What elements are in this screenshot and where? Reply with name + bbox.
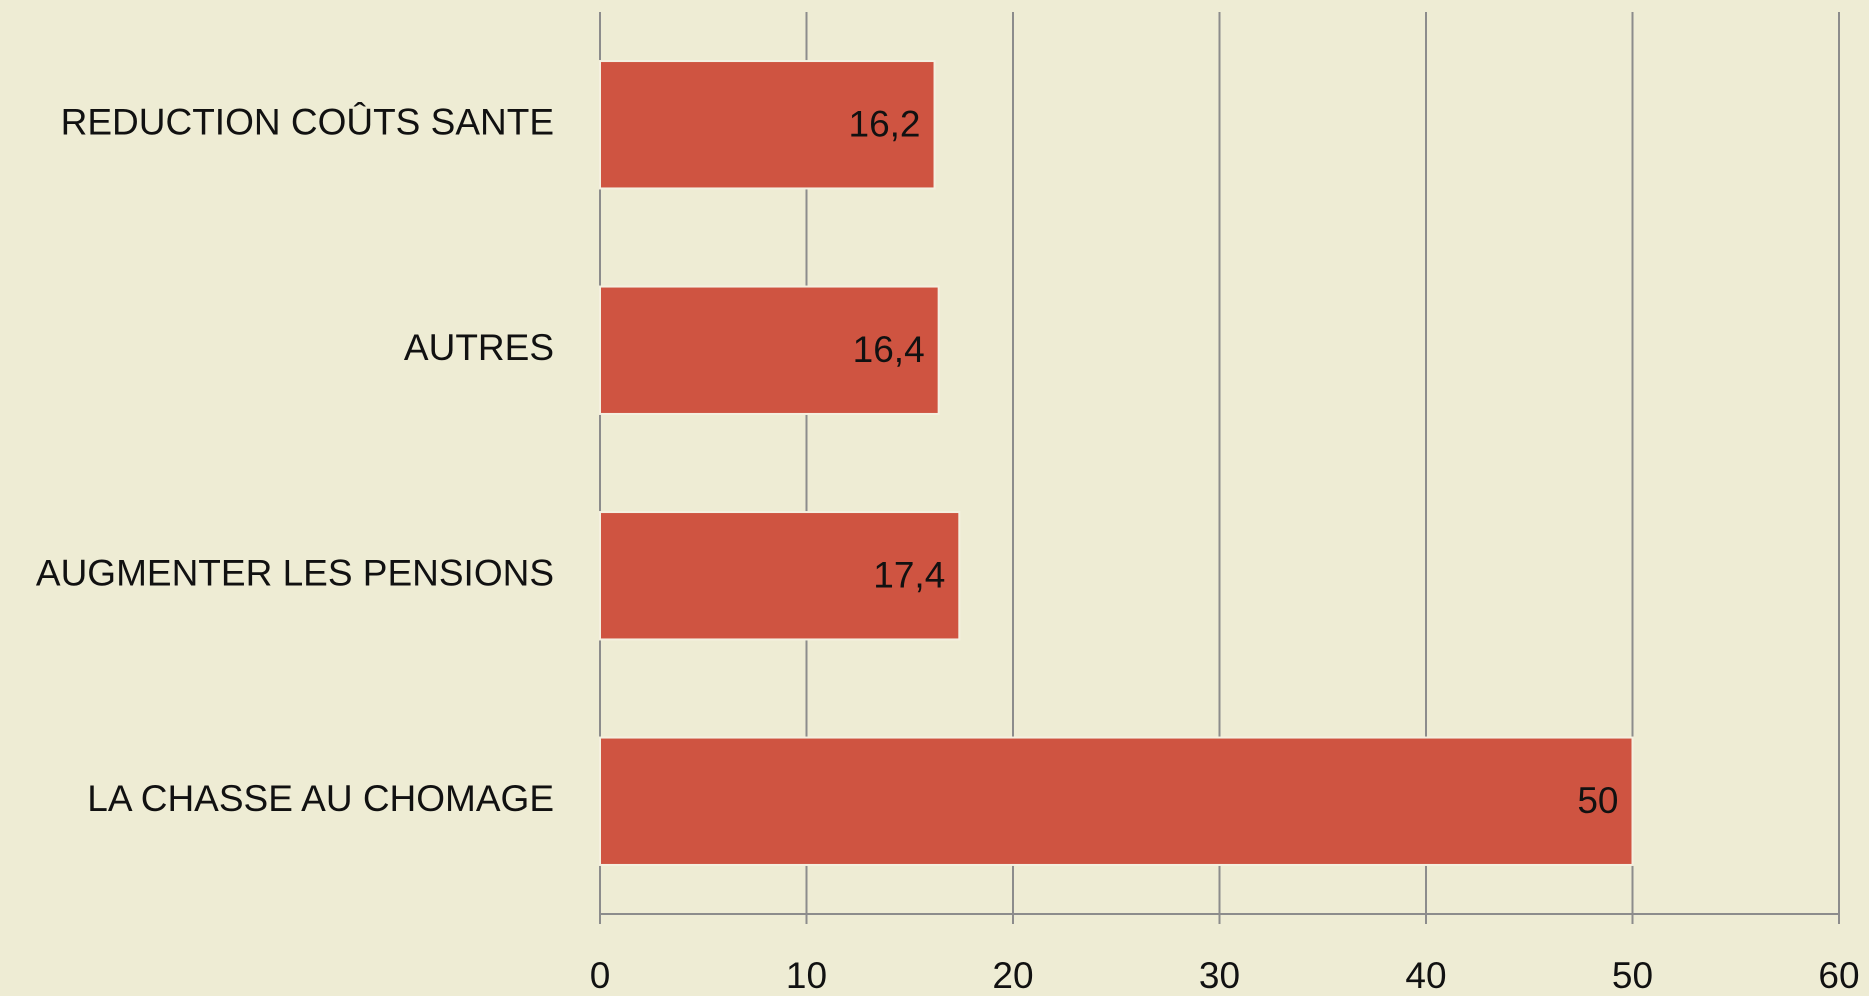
bar — [599, 511, 961, 641]
x-tick-label: 20 — [992, 955, 1033, 996]
value-label: 16,2 — [849, 104, 921, 145]
y-tick-label: AUGMENTER LES PENSIONS — [36, 553, 554, 594]
value-label: 16,4 — [853, 329, 925, 370]
bar — [599, 285, 940, 415]
x-tick-label: 60 — [1818, 955, 1859, 996]
y-tick-label: AUTRES — [404, 327, 554, 368]
y-tick-label: LA CHASSE AU CHOMAGE — [87, 778, 554, 819]
x-tick-label: 10 — [786, 955, 827, 996]
x-tick-label: 40 — [1405, 955, 1446, 996]
value-label: 17,4 — [873, 555, 945, 596]
value-label: 50 — [1577, 780, 1618, 821]
x-tick-label: 0 — [590, 955, 611, 996]
y-tick-label: REDUCTION COÛTS SANTE — [61, 102, 554, 143]
x-tick-label: 30 — [1199, 955, 1240, 996]
bar — [599, 736, 1634, 866]
bar — [599, 60, 936, 190]
x-tick-label: 50 — [1612, 955, 1653, 996]
